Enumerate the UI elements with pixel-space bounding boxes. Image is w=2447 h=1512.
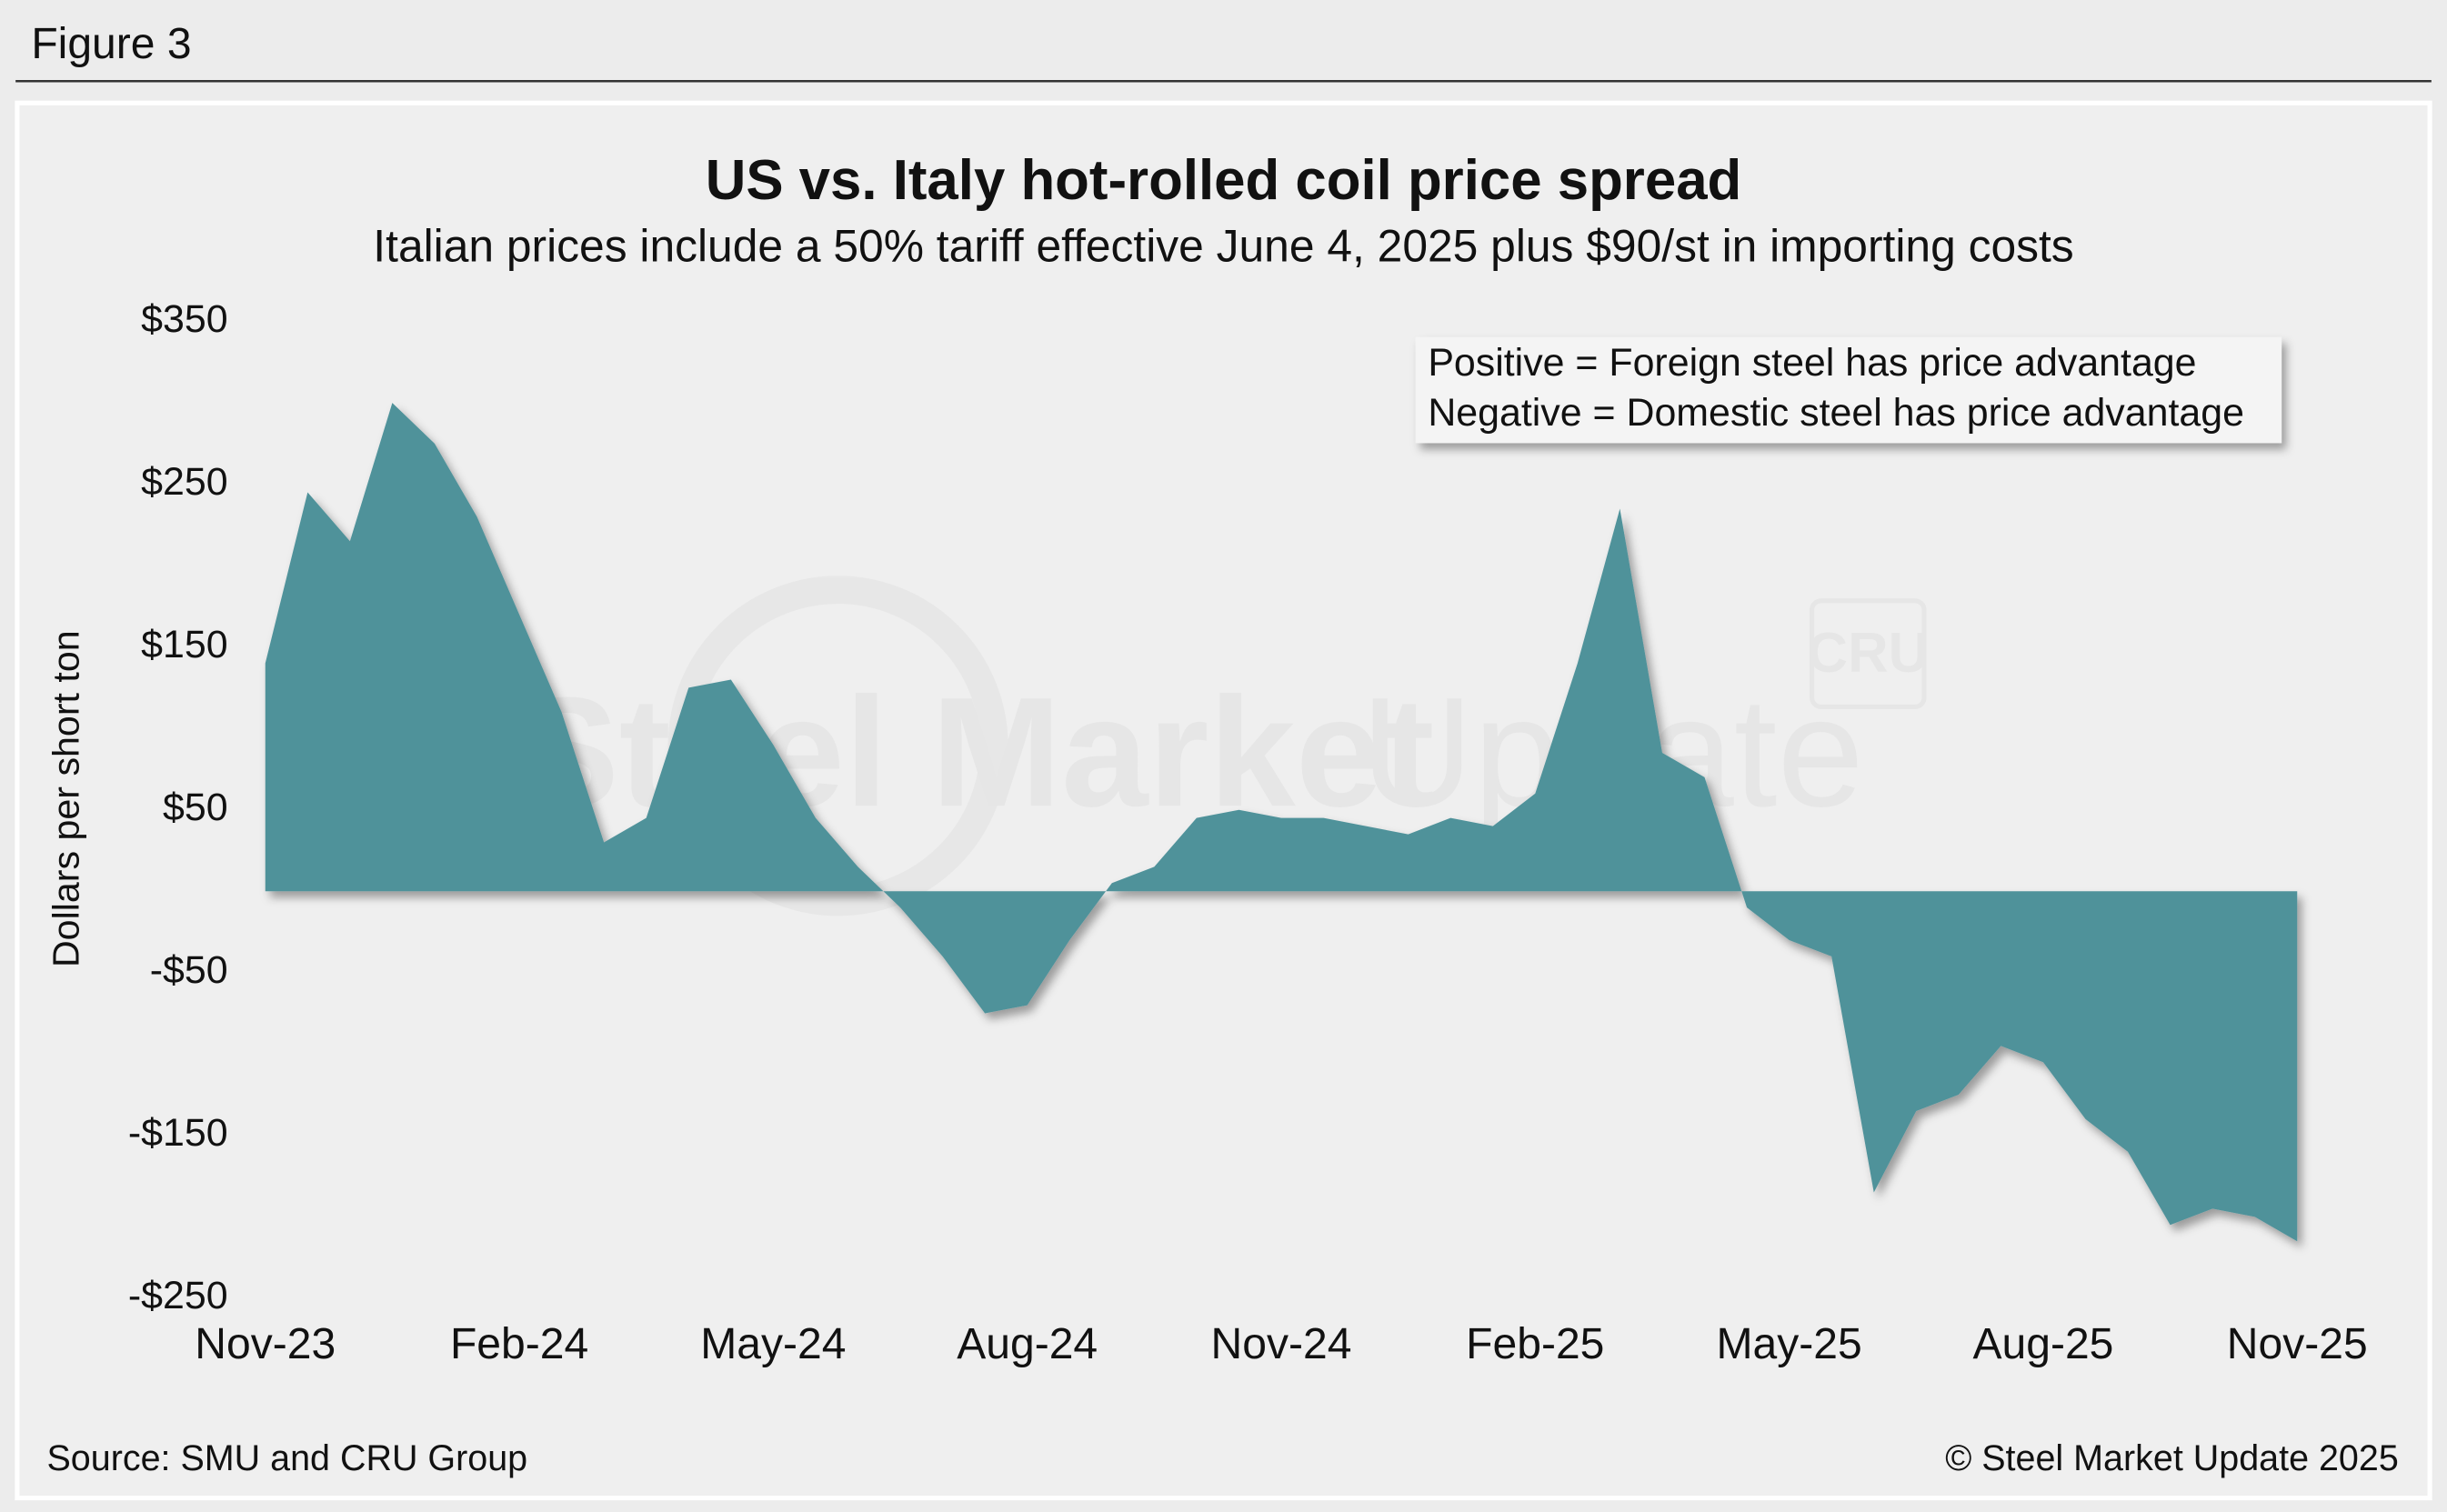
copyright: © Steel Market Update 2025 (1945, 1438, 2399, 1478)
x-tick-label: Feb-25 (1466, 1320, 1604, 1368)
y-tick-label: $250 (141, 460, 227, 504)
annotation: Positive = Foreign steel has price advan… (1428, 341, 2196, 385)
y-tick-label: $150 (141, 623, 227, 666)
x-tick-label: Nov-25 (2227, 1320, 2368, 1368)
y-tick-label: $350 (141, 297, 227, 341)
y-tick-label: -$250 (128, 1274, 228, 1317)
figure-label: Figure 3 (31, 20, 191, 68)
y-tick-label: -$150 (128, 1111, 228, 1155)
y-tick-label: -$50 (150, 948, 228, 992)
area (265, 403, 2298, 1242)
y-axis-title: Dollars per short ton (45, 630, 86, 967)
x-tick-label: Aug-25 (1972, 1320, 2113, 1368)
x-tick-label: Aug-24 (957, 1320, 1098, 1368)
x-tick-label: May-25 (1717, 1320, 1862, 1368)
cru-logo (1809, 598, 1927, 710)
x-tick-label: May-24 (700, 1320, 846, 1368)
cru-logo-text: CRU (1807, 622, 1929, 685)
chart-subtitle: Italian prices include a 50% tariff effe… (373, 221, 2073, 272)
source: Source: SMU and CRU Group (46, 1438, 527, 1478)
annotation-box (1415, 336, 2282, 444)
x-tick-label: Nov-24 (1211, 1320, 1352, 1368)
x-tick-label: Nov-23 (195, 1320, 336, 1368)
y-tick-label: $50 (163, 786, 228, 829)
annotation: Negative = Domestic steel has price adva… (1428, 391, 2244, 435)
x-tick-label: Feb-24 (450, 1320, 588, 1368)
chart-title: US vs. Italy hot-rolled coil price sprea… (706, 149, 1742, 212)
